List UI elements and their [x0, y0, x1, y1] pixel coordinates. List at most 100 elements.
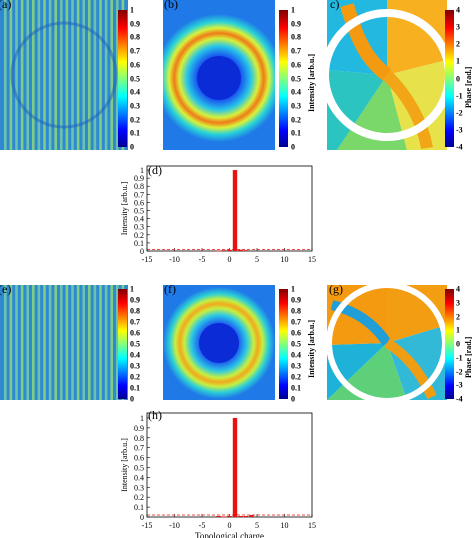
colorbar-tick-label: 0.6	[130, 328, 140, 338]
colorbar-tick-label: 4	[456, 284, 460, 294]
bar	[232, 170, 238, 251]
fringe-stripe	[15, 0, 18, 150]
colorbar-tick-label: 0.2	[291, 115, 301, 125]
fringe-stripe	[104, 285, 108, 400]
colorbar-tick-label: 1	[130, 5, 134, 15]
colorbar-tick-label: 0.4	[291, 87, 301, 97]
colorbar-ticks-b: 1 0.9 0.8 0.7 0.6 0.5 0.4 0.3 0.2 0.1 0	[291, 6, 311, 152]
colorbar-ticks-a: 1 0.9 0.8 0.7 0.6 0.5 0.4 0.3 0.2 0.1 0	[130, 6, 150, 152]
bar	[216, 516, 221, 517]
fringe-stripe	[93, 0, 97, 150]
x-tick-label: 10	[281, 255, 289, 264]
colorbar-tick-label: 0.8	[291, 32, 301, 42]
fringe-stripe	[82, 0, 85, 150]
bar	[221, 250, 227, 251]
colorbar-tick-label: 0.1	[291, 128, 301, 138]
fringe-stripe	[88, 0, 91, 150]
fringe-stripe	[60, 0, 63, 150]
colorbar-tick-label: 0.2	[130, 115, 140, 125]
plot-frame	[146, 165, 313, 252]
colorbar-tick-label: 0.4	[130, 350, 140, 360]
intensity-ring-f	[163, 285, 275, 400]
colorbar-tick-label: 0.3	[291, 101, 301, 111]
fringe-stripe	[60, 285, 63, 400]
colorbar-tick-label: 0.5	[130, 74, 140, 83]
y-tick-label: 0.4	[134, 473, 144, 482]
y-tick-label: 0.1	[134, 503, 144, 512]
colorbar-ticks-f: 1 0.9 0.8 0.7 0.6 0.5 0.4 0.3 0.2 0.1 0	[291, 285, 311, 404]
colorbar-tick-label: 0.1	[130, 383, 140, 393]
interference-image-e	[0, 285, 128, 400]
colorbar-tick-label: 0	[291, 142, 295, 152]
fringe-stripe	[20, 285, 24, 400]
colorbar-tick-label: 0.9	[291, 19, 301, 29]
colorbar-b	[279, 10, 288, 147]
fringe-stripe	[110, 285, 113, 400]
interference-image-a	[0, 0, 128, 150]
colorbar-tick-label: -4	[456, 142, 463, 152]
colorbar-ticks-c: 4 3 2 1 0 -1 -2 -3 -4	[456, 6, 470, 152]
colorbar-tick-label: 2	[456, 39, 460, 49]
x-tick-label: -5	[199, 521, 206, 530]
phase-map-c	[327, 0, 447, 150]
y-tick-label: 0.7	[134, 444, 144, 453]
bar	[232, 417, 238, 517]
fringe-stripe	[4, 285, 7, 400]
y-tick-label: 0.9	[134, 424, 144, 433]
colorbar-tick-label: 0.8	[130, 32, 140, 42]
colorbar-tick-label: 0.5	[130, 339, 140, 349]
colorbar-tick-label: 0.2	[291, 372, 301, 382]
colorbar-tick-label: 0.3	[130, 361, 140, 371]
fringe-stripe	[99, 285, 102, 400]
colorbar-tick-label: 0.7	[291, 317, 301, 327]
colorbar-tick-label: -2	[456, 367, 463, 376]
colorbar-tick-label: 0	[291, 394, 295, 404]
x-tick-label: 15	[308, 521, 316, 530]
fringe-stripe	[20, 0, 24, 150]
y-tick-label: 0.3	[134, 483, 144, 492]
colorbar-tick-label: 0.4	[130, 87, 140, 97]
y-tick-label: 0.8	[134, 434, 144, 443]
colorbar-tick-label: 0.7	[130, 46, 140, 56]
fringe-stripe	[71, 285, 74, 400]
fringe-stripe	[82, 285, 85, 400]
fringe-stripe	[116, 285, 119, 400]
colorbar-tick-label: 0.3	[291, 361, 301, 371]
fringe-stripe	[76, 285, 80, 400]
colorbar-tick-label: 0.3	[130, 101, 140, 111]
x-axis-label: Topological charge	[195, 531, 264, 538]
colorbar-label-b: Intensity [arb.u.]	[307, 53, 316, 112]
colorbar-tick-label: 0	[456, 74, 460, 83]
bar	[238, 516, 243, 517]
colorbar-tick-label: 0.8	[130, 306, 140, 316]
panel-label-h: (h)	[148, 408, 162, 422]
colorbar-tick-label: -1	[456, 91, 463, 101]
colorbar-tick-label: 0.6	[130, 60, 140, 70]
fringe-stripe	[43, 285, 46, 400]
colorbar-tick-label: 0.8	[291, 306, 301, 316]
x-tick-label: -5	[199, 255, 206, 264]
colorbar-tick-label: 0	[130, 142, 134, 152]
y-tick-label: 0.1	[134, 239, 144, 248]
x-tick-label: -10	[169, 521, 180, 530]
colorbar-tick-label: 0.7	[130, 317, 140, 327]
panel-label-b: (b)	[164, 0, 178, 11]
colorbar-tick-label: 0	[130, 394, 134, 404]
x-tick-label: -10	[169, 255, 180, 264]
fringe-stripe	[88, 285, 91, 400]
fringe-stripe	[93, 285, 97, 400]
fringe-stripe	[71, 0, 74, 150]
colorbar-tick-label: 1	[130, 284, 134, 294]
x-tick-label: 0	[228, 521, 232, 530]
y-tick-label: 0.2	[134, 493, 144, 502]
fringe-stripe	[26, 285, 29, 400]
bar-chart-h: 00.10.20.30.40.50.60.70.80.91-15 -10 -5 0 5 1…	[120, 412, 316, 538]
colorbar-label-c: Phase [rad.]	[464, 66, 473, 108]
x-tick-label: 10	[281, 521, 289, 530]
plot-frame	[146, 412, 313, 518]
colorbar-label-g: Phase [rad.]	[464, 336, 473, 378]
fringe-stripe	[37, 0, 41, 150]
colorbar-tick-label: 0.1	[291, 383, 301, 393]
colorbar-tick-label: 1	[456, 325, 460, 335]
panel-label-d: (d)	[148, 163, 162, 177]
